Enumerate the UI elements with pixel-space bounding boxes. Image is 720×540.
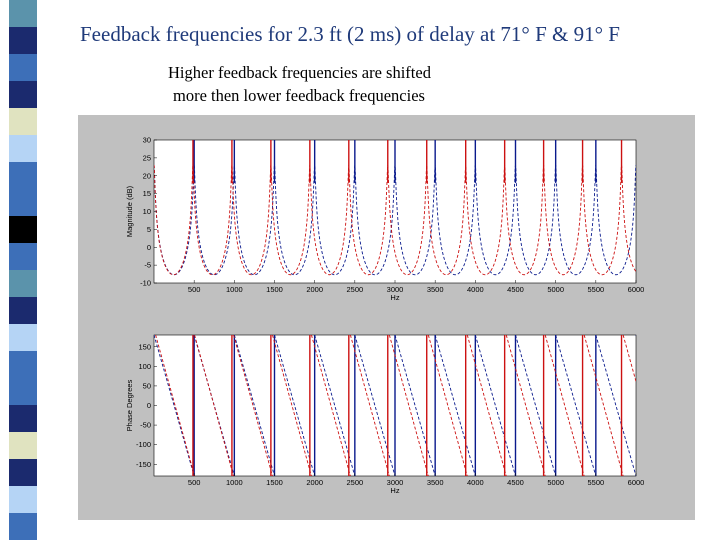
slide-title: Feedback frequencies for 2.3 ft (2 ms) o…	[80, 22, 620, 46]
magnitude-plot: 500 1000 1500 2000 2500 3000 3500 4000 4500 5000 5…	[125, 136, 644, 303]
sidebar-block	[9, 162, 37, 190]
x-tick-label: 1500	[266, 478, 283, 487]
phase-series-line	[595, 335, 636, 476]
sidebar-block	[9, 459, 37, 487]
x-tick-label: 5000	[547, 285, 564, 294]
y-tick-label: 30	[143, 136, 151, 145]
phase-series-line	[154, 335, 195, 476]
x-tick-label: 1500	[266, 285, 283, 294]
y-tick-label: -150	[136, 460, 151, 469]
figure-canvas: 500 1000 1500 2000 2500 3000 3500 4000 4500 5000 5…	[125, 136, 695, 496]
x-tick-label: 4000	[467, 285, 484, 294]
x-tick-label: 5500	[587, 285, 604, 294]
y-tick-label: 0	[147, 243, 151, 252]
x-tick-label: 500	[188, 285, 201, 294]
sidebar-block	[9, 108, 37, 136]
sidebar-block	[9, 54, 37, 82]
y-tick-label: 50	[143, 381, 151, 390]
phase-series-line	[515, 335, 557, 476]
phase-plot: 500 1000 1500 2000 2500 3000 3500 4000 4500 5000 5…	[125, 334, 695, 495]
x-tick-label: 4500	[507, 285, 524, 294]
sidebar-block	[9, 378, 37, 406]
x-tick-label: 3000	[387, 285, 404, 294]
matlab-figure: 500 1000 1500 2000 2500 3000 3500 4000 4500 5000 5…	[78, 115, 695, 520]
sidebar-block	[9, 81, 37, 109]
y-axis-label: Phase Degrees	[125, 379, 134, 431]
x-tick-label: 3000	[387, 478, 404, 487]
phase-series-line	[193, 335, 235, 476]
magnitude-series-line	[154, 164, 636, 276]
sidebar-block	[9, 351, 37, 379]
x-tick-label: 500	[188, 478, 201, 487]
y-tick-label: 0	[147, 401, 151, 410]
phase-series-line	[155, 335, 196, 476]
sidebar-block	[9, 270, 37, 298]
x-axis-label: Hz	[390, 293, 399, 302]
y-tick-label: 10	[143, 207, 151, 216]
sidebar-block	[9, 486, 37, 514]
sidebar-block	[9, 513, 37, 540]
sidebar-block	[9, 216, 37, 244]
sidebar-block	[9, 324, 37, 352]
subtitle-line-1: Higher feedback frequencies are shifted	[168, 63, 431, 82]
subtitle-line-2: more then lower feedback frequencies	[173, 86, 425, 105]
x-tick-label: 3500	[427, 285, 444, 294]
x-tick-label: 5000	[547, 478, 564, 487]
x-tick-label: 2500	[346, 478, 363, 487]
phase-series-line	[349, 335, 390, 476]
decorative-sidebar	[0, 0, 68, 540]
sidebar-block	[9, 432, 37, 460]
phase-series-line	[233, 335, 273, 476]
y-tick-label: 25	[143, 153, 151, 162]
x-tick-label: 5500	[587, 478, 604, 487]
y-tick-label: 150	[138, 342, 151, 351]
sidebar-block	[9, 135, 37, 163]
y-tick-label: 5	[147, 225, 151, 234]
y-axis-label: Magnitude (dB)	[125, 185, 134, 237]
phase-series-line	[662, 335, 695, 476]
x-tick-label: 2500	[346, 285, 363, 294]
phase-series-line	[272, 335, 312, 476]
sidebar-block	[9, 27, 37, 55]
y-tick-label: -50	[140, 421, 151, 430]
x-tick-label: 2000	[306, 478, 323, 487]
sidebar-block	[9, 189, 37, 217]
x-tick-label: 4500	[507, 478, 524, 487]
phase-series-line	[388, 335, 429, 476]
sidebar-block	[9, 0, 37, 28]
sidebar-block	[9, 297, 37, 325]
phase-series-line	[434, 335, 476, 476]
phase-series-line	[544, 335, 585, 476]
phase-series-line	[505, 335, 546, 476]
x-tick-label: 6000	[628, 478, 645, 487]
x-axis-label: Hz	[390, 486, 399, 495]
x-tick-label: 4000	[467, 478, 484, 487]
phase-series-line	[311, 335, 351, 476]
phase-series-line	[194, 335, 234, 476]
phase-series-line	[474, 335, 516, 476]
x-tick-label: 1000	[226, 478, 243, 487]
phase-series-line	[427, 335, 468, 476]
phase-series-line	[274, 335, 316, 476]
x-tick-label: 6000	[628, 285, 645, 294]
sidebar-blocks	[9, 0, 37, 540]
sidebar-block	[9, 243, 37, 271]
sidebar-block	[9, 405, 37, 433]
phase-series-line	[233, 335, 275, 476]
phase-series-line	[635, 335, 636, 337]
x-tick-label: 2000	[306, 285, 323, 294]
y-tick-label: 20	[143, 171, 151, 180]
y-tick-label: -5	[144, 261, 151, 270]
slide-subtitle: Higher feedback frequencies are shifted …	[168, 61, 431, 107]
y-tick-label: -10	[140, 279, 151, 288]
phase-series-line	[583, 335, 624, 476]
y-tick-label: 15	[143, 189, 151, 198]
y-tick-label: -100	[136, 440, 151, 449]
phase-series-line	[394, 335, 436, 476]
phase-series-line	[555, 335, 597, 476]
x-tick-label: 1000	[226, 285, 243, 294]
phase-series-line	[466, 335, 507, 476]
y-tick-label: 100	[138, 362, 151, 371]
x-tick-label: 3500	[427, 478, 444, 487]
